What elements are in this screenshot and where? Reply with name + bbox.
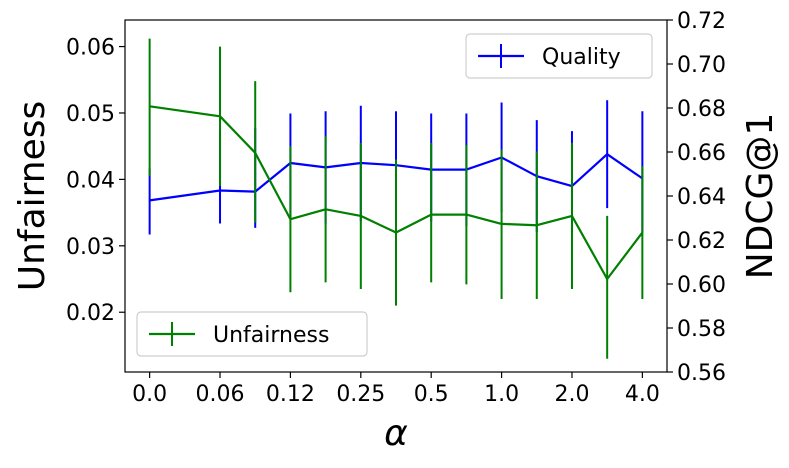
x-tick-label: 0.25	[336, 382, 385, 407]
y-left-tick-label: 0.05	[66, 102, 115, 127]
y-left-tick-label: 0.02	[66, 301, 115, 326]
x-tick-label: 0.5	[414, 382, 449, 407]
y-right-tick-label: 0.66	[677, 141, 726, 166]
legend-label-unfairness: Unfairness	[213, 323, 329, 348]
y-right-tick-label: 0.70	[677, 53, 726, 78]
y-right-tick-label: 0.64	[677, 185, 726, 210]
y-right-tick-label: 0.68	[677, 97, 726, 122]
y-right-tick-label: 0.56	[677, 361, 726, 386]
y-right-tick-label: 0.72	[677, 9, 726, 34]
x-tick-label: 2.0	[554, 382, 589, 407]
y-left-tick-label: 0.04	[66, 168, 115, 193]
x-tick-label: 0.06	[196, 382, 245, 407]
y-right-tick-label: 0.58	[677, 317, 726, 342]
x-axis-label: α	[384, 413, 408, 454]
y-right-tick-label: 0.62	[677, 229, 726, 254]
x-tick-label: 4.0	[625, 382, 660, 407]
y-right-tick-label: 0.60	[677, 273, 726, 298]
y-left-tick-label: 0.03	[66, 235, 115, 260]
y-axis-label-right: NDCG@1	[740, 113, 781, 280]
x-tick-label: 0.12	[266, 382, 315, 407]
y-left-tick-label: 0.06	[66, 36, 115, 61]
x-tick-label: 1.0	[484, 382, 519, 407]
y-axis-label-left: Unfairness	[12, 101, 53, 292]
legend-label-quality: Quality	[542, 45, 621, 70]
x-tick-label: 0.0	[132, 382, 167, 407]
